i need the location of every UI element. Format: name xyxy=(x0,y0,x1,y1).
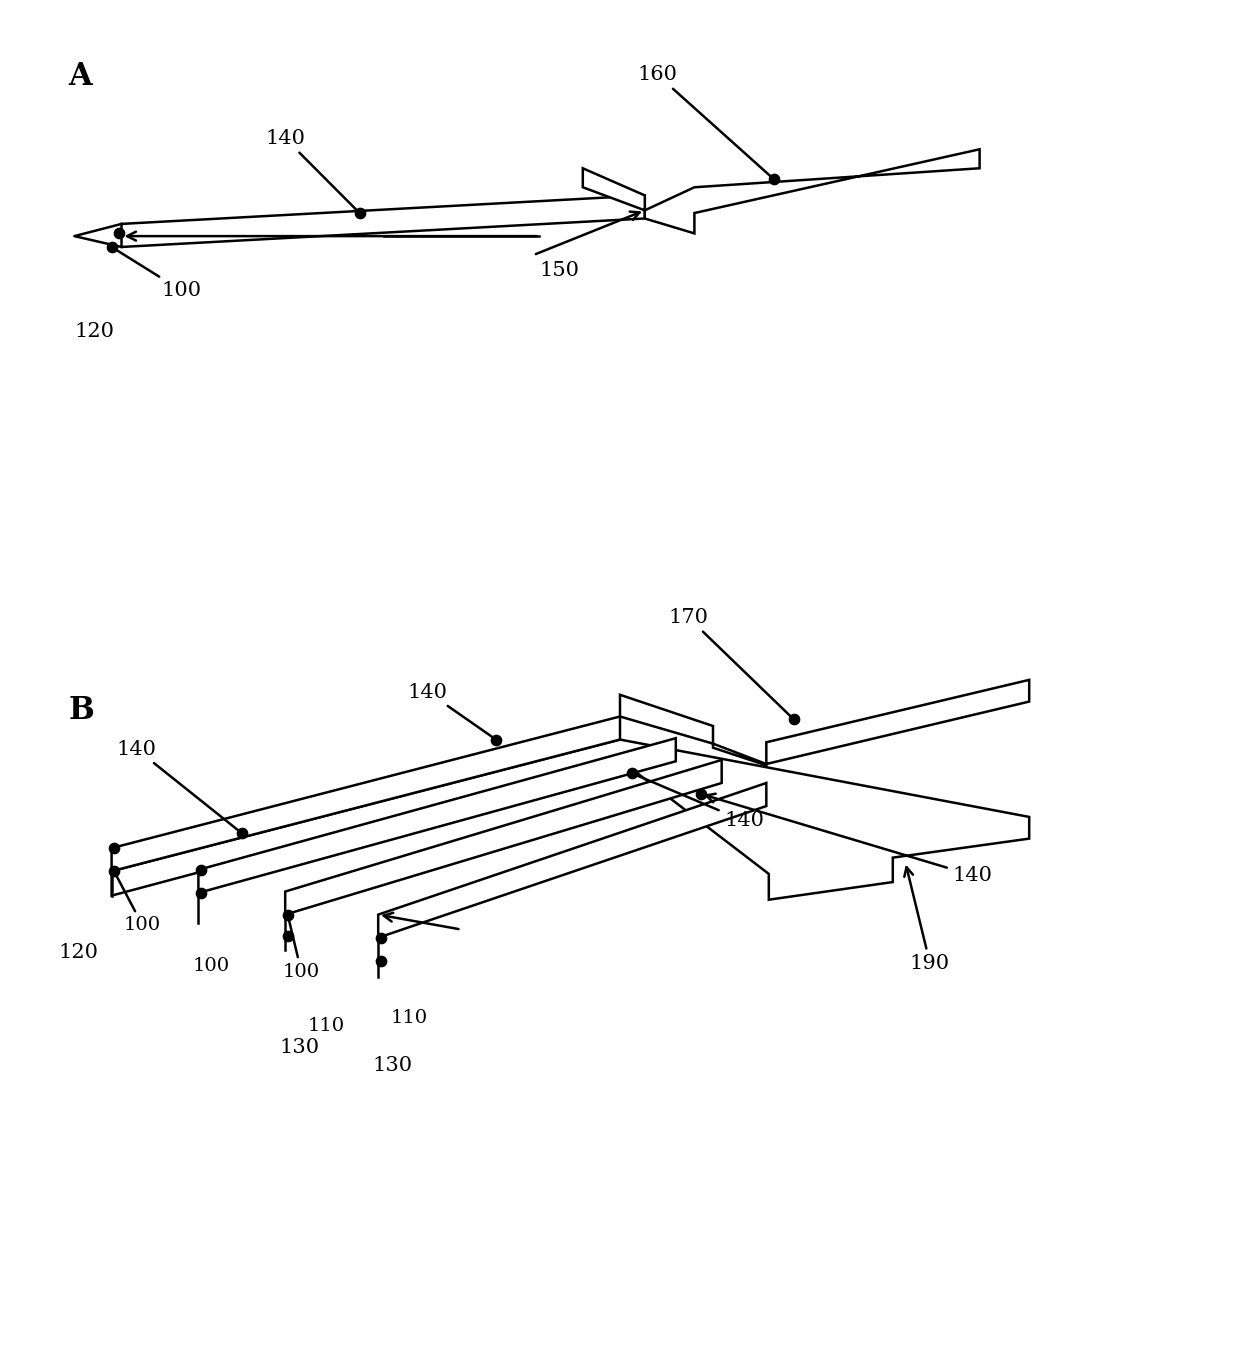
Text: 160: 160 xyxy=(637,65,771,178)
Polygon shape xyxy=(620,680,1029,765)
Text: 110: 110 xyxy=(308,1016,345,1035)
Text: 140: 140 xyxy=(117,740,239,832)
Text: 140: 140 xyxy=(635,775,764,830)
Polygon shape xyxy=(198,738,676,893)
Point xyxy=(371,950,391,972)
Point xyxy=(278,925,298,947)
Text: 120: 120 xyxy=(74,322,114,341)
Point xyxy=(102,236,122,258)
Point xyxy=(232,822,252,844)
Point xyxy=(784,708,804,730)
Polygon shape xyxy=(122,195,645,247)
Point xyxy=(104,860,124,882)
Polygon shape xyxy=(112,740,1029,900)
Text: 140: 140 xyxy=(265,129,357,212)
Polygon shape xyxy=(285,760,722,915)
Point xyxy=(191,859,211,881)
Text: 120: 120 xyxy=(58,943,98,962)
Polygon shape xyxy=(112,716,620,871)
Point xyxy=(104,837,124,859)
Point xyxy=(486,729,506,750)
Text: 190: 190 xyxy=(904,867,950,973)
Polygon shape xyxy=(378,783,766,938)
Point xyxy=(371,927,391,949)
Text: 130: 130 xyxy=(279,1038,319,1057)
Point xyxy=(350,202,370,224)
Text: 140: 140 xyxy=(706,794,992,885)
Text: 100: 100 xyxy=(115,874,161,935)
Text: 100: 100 xyxy=(192,957,229,976)
Point xyxy=(191,882,211,904)
Point xyxy=(764,168,784,190)
Text: 130: 130 xyxy=(372,1056,412,1075)
Point xyxy=(109,223,129,244)
Text: B: B xyxy=(68,695,94,726)
Text: 100: 100 xyxy=(114,248,201,300)
Text: A: A xyxy=(68,61,92,92)
Point xyxy=(278,904,298,925)
Polygon shape xyxy=(583,149,980,233)
Text: 170: 170 xyxy=(668,608,791,718)
Text: 150: 150 xyxy=(539,261,579,280)
Text: 100: 100 xyxy=(283,917,320,981)
Point xyxy=(622,763,642,784)
Point xyxy=(691,783,711,805)
Text: 110: 110 xyxy=(391,1008,428,1027)
Text: 140: 140 xyxy=(408,683,494,738)
